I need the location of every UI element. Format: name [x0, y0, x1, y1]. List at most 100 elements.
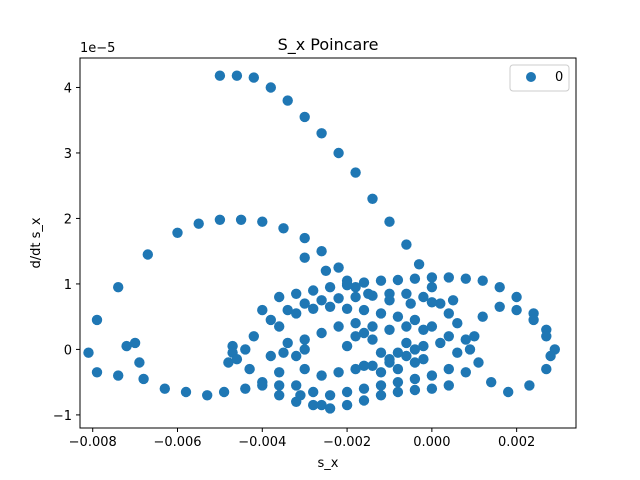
scatter-point	[460, 367, 471, 378]
scatter-point	[341, 278, 353, 290]
scatter-point	[333, 262, 344, 273]
y-axis-ticks: −1 0 1 2 3 4	[53, 81, 80, 424]
scatter-point	[91, 314, 103, 326]
scatter-point	[528, 314, 539, 326]
scatter-point	[358, 304, 370, 316]
y-tick-label: −1	[53, 409, 72, 424]
scatter-point	[299, 252, 310, 263]
scatter-point	[401, 321, 412, 332]
scatter-point	[435, 337, 446, 349]
scatter-point	[333, 367, 344, 378]
scatter-point	[384, 354, 395, 365]
chart-title: S_x Poincare	[278, 35, 379, 55]
scatter-point	[202, 390, 213, 401]
scatter-point	[324, 301, 336, 312]
scatter-point	[308, 303, 319, 314]
scatter-point	[240, 383, 251, 394]
scatter-point	[375, 367, 387, 378]
scatter-point	[350, 363, 361, 375]
scatter-point	[299, 344, 310, 355]
scatter-point	[477, 275, 488, 286]
scatter-point	[218, 386, 230, 398]
scatter-point	[316, 128, 327, 139]
scatter-point	[413, 259, 425, 270]
scatter-point	[511, 304, 522, 316]
scatter-point	[486, 377, 497, 388]
scatter-point	[409, 384, 421, 396]
plot-area-frame	[79, 57, 577, 429]
scatter-point	[401, 350, 412, 362]
scatter-point	[384, 216, 395, 227]
scatter-point	[308, 386, 319, 398]
scatter-point	[367, 334, 378, 345]
scatter-point	[363, 288, 374, 299]
scatter-point	[392, 377, 404, 388]
scatter-point	[392, 311, 404, 322]
scatter-point	[443, 363, 454, 375]
scatter-point	[113, 282, 124, 293]
scatter-point	[341, 386, 353, 398]
scatter-point	[274, 321, 285, 332]
scatter-point	[447, 295, 459, 306]
scatter-point	[401, 239, 412, 250]
scatter-point	[274, 380, 285, 391]
scatter-point	[316, 246, 327, 257]
scatter-point	[409, 344, 421, 355]
legend-marker	[526, 72, 536, 82]
scatter-point	[341, 399, 353, 411]
x-tick-label: 0.000	[413, 435, 450, 450]
scatter-point	[392, 386, 404, 398]
scatter-point	[401, 288, 412, 299]
scatter-point	[291, 350, 302, 362]
scatter-point	[308, 285, 319, 296]
scatter-point	[426, 383, 438, 394]
scatter-point	[265, 314, 276, 326]
scatter-point	[83, 347, 94, 358]
y-tick-label: 4	[64, 81, 72, 96]
scatter-point	[142, 249, 153, 260]
scatter-point	[443, 272, 454, 283]
x-axis-label: s_x	[318, 456, 339, 471]
scatter-point	[375, 308, 387, 319]
scatter-point	[367, 360, 378, 371]
scatter-point	[409, 373, 421, 385]
scatter-point	[214, 214, 226, 225]
legend-box	[509, 64, 570, 92]
scatter-point	[308, 399, 319, 411]
scatter-point	[265, 350, 276, 362]
scatter-point	[375, 380, 387, 391]
scatter-point	[316, 295, 327, 306]
x-tick-label: −0.004	[238, 435, 286, 450]
scatter-point	[418, 324, 429, 335]
scatter-point	[384, 324, 395, 335]
scatter-point	[358, 327, 370, 339]
scatter-point	[291, 380, 302, 391]
scatter-point	[227, 340, 238, 352]
scatter-point	[333, 321, 344, 332]
scatter-point	[426, 321, 438, 332]
scatter-point	[494, 282, 505, 293]
scatter-point	[333, 147, 344, 159]
scatter-point	[452, 318, 463, 329]
scatter-point	[121, 340, 132, 352]
scatter-point	[418, 340, 429, 352]
scatter-point	[392, 347, 404, 358]
scatter-point	[333, 293, 344, 304]
scatter-point	[320, 265, 332, 276]
scatter-point	[426, 282, 438, 293]
scatter-point	[231, 70, 243, 81]
scatter-point	[138, 373, 149, 385]
scatter-points	[83, 70, 560, 414]
scatter-point	[350, 291, 361, 303]
scatter-point	[541, 331, 552, 342]
scatter-point	[350, 318, 361, 329]
y-tick-label: 3	[64, 147, 72, 162]
scatter-point	[282, 304, 293, 316]
scatter-point	[350, 282, 361, 293]
scatter-point	[460, 334, 471, 345]
scatter-point	[426, 272, 438, 283]
scatter-point	[257, 380, 268, 391]
scatter-point	[358, 360, 370, 371]
legend-label: 0	[555, 70, 563, 85]
